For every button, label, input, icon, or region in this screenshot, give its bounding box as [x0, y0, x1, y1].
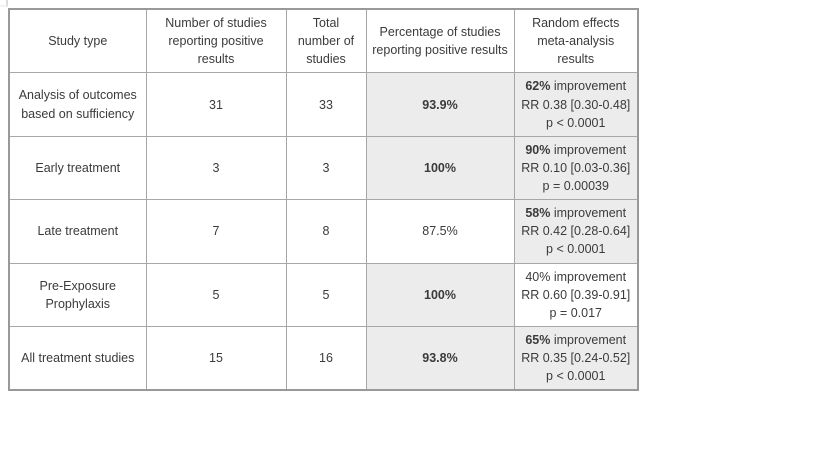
p-value-line: p < 0.0001 — [546, 242, 606, 257]
improvement-percent: 40% — [525, 269, 551, 284]
improvement-percent: 90% — [525, 142, 551, 157]
column-header-meta-analysis: Random effects meta-analysis results — [513, 8, 639, 74]
meta-analysis-cell: 65% improvement RR 0.35 [0.24-0.52] p < … — [513, 325, 639, 391]
table-row: Pre-Exposure Prophylaxis 5 5 100% 40% im… — [8, 262, 639, 327]
improvement-percent: 58% — [525, 206, 551, 221]
table-row: Early treatment 3 3 100% 90% improvement… — [8, 135, 639, 201]
table-row: All treatment studies 15 16 93.8% 65% im… — [8, 325, 639, 391]
p-value-line: p < 0.0001 — [546, 369, 606, 384]
table-row: Analysis of outcomes based on sufficienc… — [8, 72, 639, 137]
risk-ratio-line: RR 0.42 [0.28-0.64] — [521, 224, 631, 239]
total-count-cell: 8 — [285, 199, 367, 264]
risk-ratio-line: RR 0.35 [0.24-0.52] — [521, 351, 631, 365]
total-count-cell: 3 — [285, 135, 367, 201]
improvement-line: 58% improvement — [520, 204, 633, 222]
percentage-cell: 100% — [365, 262, 515, 327]
risk-ratio-line: RR 0.10 [0.03-0.36] — [521, 160, 631, 175]
positive-count-cell: 15 — [145, 325, 287, 391]
meta-analysis-cell: 40% improvement RR 0.60 [0.39-0.91] p = … — [513, 262, 639, 327]
results-table: Study type Number of studies reporting p… — [8, 8, 639, 392]
improvement-line: 62% improvement — [520, 77, 633, 95]
table-row: Late treatment 7 8 87.5% 58% improvement… — [8, 199, 639, 264]
risk-ratio-line: RR 0.38 [0.30-0.48] — [521, 97, 631, 112]
p-value-line: p = 0.017 — [549, 305, 602, 320]
improvement-line: 90% improvement — [520, 141, 633, 159]
total-count-cell: 5 — [285, 262, 367, 327]
study-type-cell: Late treatment — [8, 199, 147, 264]
column-header-percentage-positive: Percentage of studies reporting positive… — [365, 8, 515, 74]
header-row: Study type Number of studies reporting p… — [8, 8, 639, 74]
study-type-cell: Analysis of outcomes based on sufficienc… — [8, 72, 147, 137]
total-count-cell: 33 — [285, 72, 367, 137]
improvement-label: improvement — [550, 142, 627, 157]
positive-count-cell: 31 — [145, 72, 287, 137]
meta-analysis-cell: 62% improvement RR 0.38 [0.30-0.48] p < … — [513, 72, 639, 137]
study-type-cell: Early treatment — [8, 135, 147, 201]
total-count-cell: 16 — [285, 325, 367, 391]
positive-count-cell: 3 — [145, 135, 287, 201]
meta-analysis-cell: 90% improvement RR 0.10 [0.03-0.36] p = … — [513, 135, 639, 201]
p-value-line: p < 0.0001 — [546, 115, 606, 130]
percentage-cell: 93.9% — [365, 72, 515, 137]
risk-ratio-line: RR 0.60 [0.39-0.91] — [521, 287, 631, 302]
percentage-cell: 100% — [365, 135, 515, 201]
study-type-cell: Pre-Exposure Prophylaxis — [8, 262, 147, 327]
improvement-label: improvement — [550, 206, 627, 221]
positive-count-cell: 5 — [145, 262, 287, 327]
improvement-percent: 65% — [525, 332, 551, 347]
column-header-total-studies: Total number of studies — [285, 8, 367, 74]
improvement-line: 40% improvement — [520, 268, 633, 286]
improvement-label: improvement — [550, 79, 627, 94]
page-corner-artifact — [0, 0, 8, 7]
improvement-label: improvement — [550, 269, 627, 284]
improvement-line: 65% improvement — [520, 331, 633, 349]
column-header-study-type: Study type — [8, 8, 147, 74]
improvement-percent: 62% — [525, 79, 551, 94]
percentage-cell: 87.5% — [365, 199, 515, 264]
study-type-cell: All treatment studies — [8, 325, 147, 391]
percentage-cell: 93.8% — [365, 325, 515, 391]
improvement-label: improvement — [550, 332, 627, 347]
column-header-positive-studies: Number of studies reporting positive res… — [145, 8, 287, 74]
meta-analysis-cell: 58% improvement RR 0.42 [0.28-0.64] p < … — [513, 199, 639, 264]
positive-count-cell: 7 — [145, 199, 287, 264]
p-value-line: p = 0.00039 — [542, 179, 609, 193]
